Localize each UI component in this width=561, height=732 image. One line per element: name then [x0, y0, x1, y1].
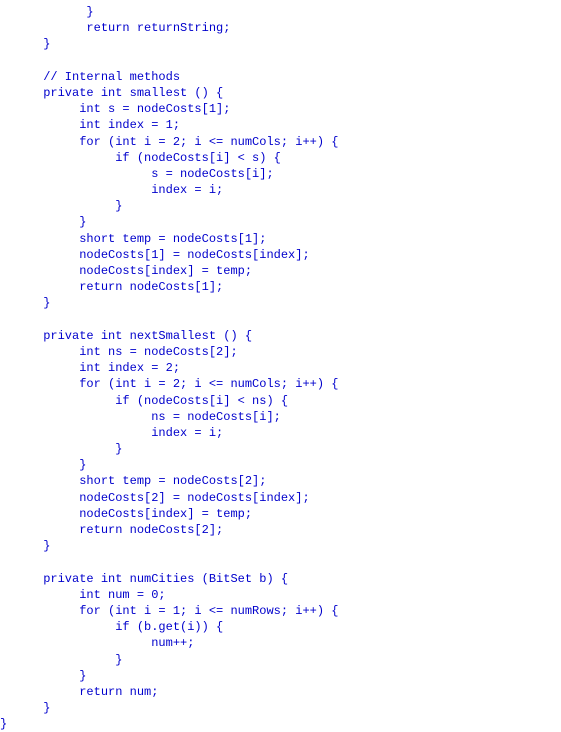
code-line: num++;	[0, 635, 561, 651]
code-line: }	[0, 4, 561, 20]
code-line: private int numCities (BitSet b) {	[0, 571, 561, 587]
code-line: int s = nodeCosts[1];	[0, 101, 561, 117]
code-line: nodeCosts[index] = temp;	[0, 263, 561, 279]
code-line: }	[0, 668, 561, 684]
code-line: }	[0, 36, 561, 52]
code-line: }	[0, 214, 561, 230]
code-line: int index = 2;	[0, 360, 561, 376]
code-line: for (int i = 1; i <= numRows; i++) {	[0, 603, 561, 619]
code-block: } return returnString; } // Internal met…	[0, 0, 561, 732]
code-line: }	[0, 295, 561, 311]
code-line: if (nodeCosts[i] < s) {	[0, 150, 561, 166]
code-line: if (nodeCosts[i] < ns) {	[0, 393, 561, 409]
code-line	[0, 53, 561, 69]
code-line: nodeCosts[1] = nodeCosts[index];	[0, 247, 561, 263]
code-line	[0, 554, 561, 570]
code-line: }	[0, 700, 561, 716]
code-line: nodeCosts[index] = temp;	[0, 506, 561, 522]
code-line: }	[0, 652, 561, 668]
code-line: }	[0, 441, 561, 457]
code-line: nodeCosts[2] = nodeCosts[index];	[0, 490, 561, 506]
code-line: int num = 0;	[0, 587, 561, 603]
code-line: }	[0, 538, 561, 554]
code-line: int ns = nodeCosts[2];	[0, 344, 561, 360]
code-line: if (b.get(i)) {	[0, 619, 561, 635]
code-line: return nodeCosts[1];	[0, 279, 561, 295]
code-line: index = i;	[0, 182, 561, 198]
code-line: }	[0, 457, 561, 473]
code-line: return returnString;	[0, 20, 561, 36]
code-line: return num;	[0, 684, 561, 700]
code-line: private int smallest () {	[0, 85, 561, 101]
code-line: }	[0, 716, 561, 732]
code-line: for (int i = 2; i <= numCols; i++) {	[0, 134, 561, 150]
code-line: short temp = nodeCosts[1];	[0, 231, 561, 247]
code-line: short temp = nodeCosts[2];	[0, 473, 561, 489]
code-line: s = nodeCosts[i];	[0, 166, 561, 182]
code-line: }	[0, 198, 561, 214]
code-line: return nodeCosts[2];	[0, 522, 561, 538]
code-line: // Internal methods	[0, 69, 561, 85]
code-line: index = i;	[0, 425, 561, 441]
code-line: private int nextSmallest () {	[0, 328, 561, 344]
code-line: for (int i = 2; i <= numCols; i++) {	[0, 376, 561, 392]
code-line	[0, 312, 561, 328]
code-line: ns = nodeCosts[i];	[0, 409, 561, 425]
code-line: int index = 1;	[0, 117, 561, 133]
